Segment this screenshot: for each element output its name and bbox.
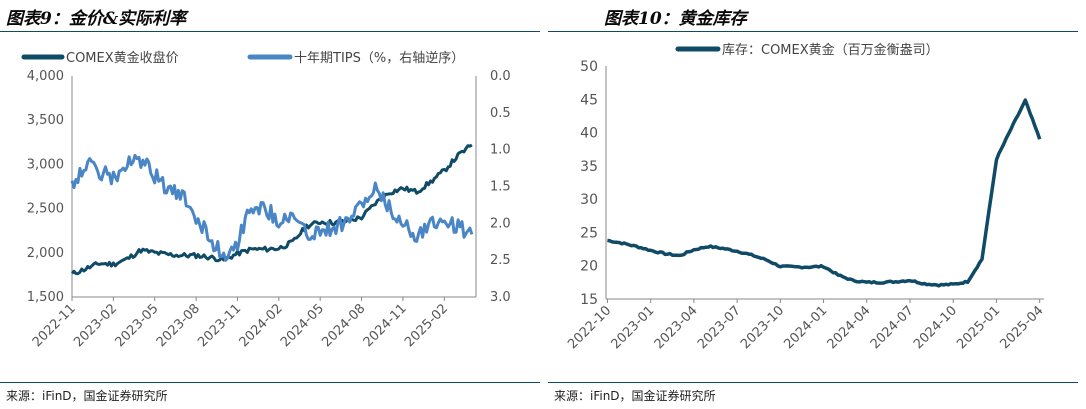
- y-left-tick-label: 2,500: [27, 202, 64, 217]
- y-right-tick-label: 1.0: [490, 143, 511, 158]
- x-tick-label: 2024-05: [278, 301, 327, 350]
- x-tick-label: 2024-07: [868, 303, 917, 352]
- title-divider: [0, 31, 540, 32]
- y-right-tick-label: 1.5: [490, 180, 511, 195]
- series-line-comex-inventory: [607, 98, 1042, 288]
- y-tick-label: 25: [580, 225, 598, 241]
- x-tick-label: 2023-01: [608, 303, 657, 352]
- x-tick-label: 2023-08: [154, 301, 203, 350]
- y-tick-label: 50: [580, 59, 598, 75]
- y-tick-label: 20: [580, 259, 598, 275]
- source-note: 来源：iFinD，国金证券研究所: [554, 389, 716, 403]
- y-right-tick-label: 2.5: [490, 253, 511, 268]
- gold-tips-chart: 4,000 3,500 3,000 2,500 2,000 1,500 0.0 0.5 1.0 1…: [21, 50, 511, 350]
- title-divider: [548, 31, 1078, 32]
- chart-title: 图表10：黄金库存: [604, 9, 747, 29]
- y-tick-label: 40: [580, 126, 598, 142]
- x-tick-label: 2024-04: [825, 303, 874, 352]
- x-tick-label: 2025-01: [954, 303, 1003, 352]
- y-right-tick-label: 2.0: [490, 216, 511, 231]
- chart-panel-gold-vs-tips: 图表9：金价&实际利率 4,000 3,500 3,000 2,500 2,000 1,5…: [0, 9, 540, 403]
- y-left-tick-label: 2,000: [27, 246, 64, 261]
- series-line-tips: [70, 153, 474, 262]
- y-left-tick-label: 3,500: [27, 113, 64, 128]
- y-tick-label: 15: [580, 292, 598, 308]
- y-left-tick-label: 4,000: [27, 69, 64, 84]
- x-tick-label: 2022-10: [565, 303, 614, 352]
- y-tick-label: 45: [580, 92, 598, 108]
- source-note: 来源：iFinD，国金证券研究所: [6, 389, 168, 403]
- x-tick-label: 2023-04: [652, 303, 701, 352]
- x-tick-label: 2024-11: [361, 301, 410, 350]
- x-tick-label: 2024-10: [911, 303, 960, 352]
- legend-label-tips: 十年期TIPS（%，右轴逆序）: [294, 50, 464, 66]
- y-right-tick-label: 3.0: [490, 290, 511, 305]
- gold-inventory-chart: 50454035302520152022-102023-012023-04202…: [565, 42, 1046, 352]
- y-left-tick-label: 1,500: [27, 290, 64, 305]
- x-tick-label: 2025-02: [402, 301, 451, 350]
- x-tick-label: 2022-11: [30, 301, 79, 350]
- legend-label-comex-gold: COMEX黄金收盘价: [66, 50, 179, 66]
- y-left-tick-label: 3,000: [27, 157, 64, 172]
- source-divider: [548, 382, 1078, 383]
- x-tick-label: 2024-08: [319, 301, 368, 350]
- chart-panel-gold-inventory: 图表10：黄金库存 50 45 40 35 30 25 20 15 2022-10 2023-01…: [548, 0, 1086, 409]
- x-tick-label: 2023-02: [71, 301, 120, 350]
- legend-label-comex-inventory: 库存：COMEX黄金（百万金衡盎司）: [722, 42, 939, 58]
- x-tick-label: 2024-02: [237, 301, 286, 350]
- series-line-comex-gold: [70, 143, 473, 276]
- y-tick-label: 30: [580, 192, 598, 208]
- x-tick-label: 2024-01: [781, 303, 830, 352]
- x-tick-label: 2023-05: [113, 301, 162, 350]
- x-tick-label: 2025-04: [997, 303, 1046, 352]
- source-divider: [0, 382, 540, 383]
- x-tick-label: 2023-10: [738, 303, 787, 352]
- x-tick-label: 2023-07: [695, 303, 744, 352]
- y-right-tick-label: 0.0: [490, 69, 511, 84]
- chart-title: 图表9：金价&实际利率: [6, 9, 187, 29]
- x-tick-label: 2023-11: [195, 301, 244, 350]
- y-right-tick-label: 0.5: [490, 106, 511, 121]
- y-tick-label: 35: [580, 159, 598, 175]
